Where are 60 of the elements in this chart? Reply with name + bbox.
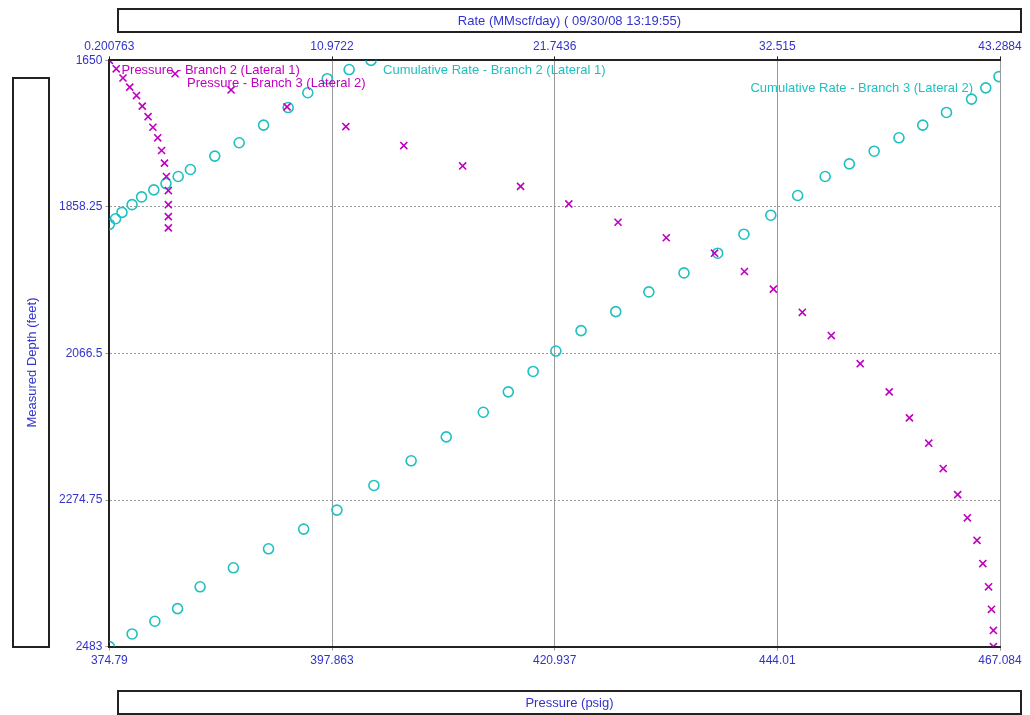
point	[905, 413, 914, 423]
point	[884, 387, 894, 397]
point	[710, 248, 719, 258]
point	[458, 161, 467, 171]
x2-tick-label: 21.7436	[532, 38, 577, 53]
y-tick-label: 1858.25	[58, 199, 103, 214]
point	[164, 212, 173, 221]
point	[160, 158, 169, 168]
point	[516, 182, 525, 191]
x-tick-label: 374.79	[91, 653, 129, 668]
x-axis-title: Pressure (psig)	[117, 690, 1022, 715]
point	[972, 536, 982, 545]
point	[613, 217, 623, 227]
point	[148, 122, 158, 132]
x2-tick-label: 43.2884	[978, 38, 1023, 53]
point	[164, 186, 173, 195]
point	[984, 582, 993, 592]
point	[157, 146, 166, 155]
x2-tick-label: 10.9722	[310, 38, 355, 53]
point	[341, 122, 351, 131]
point	[143, 112, 153, 122]
point	[953, 490, 963, 499]
point	[826, 331, 836, 340]
point	[989, 626, 998, 635]
point	[125, 82, 135, 92]
point	[164, 223, 173, 233]
x2-axis-title: Rate (MMscf/day) ( 09/30/08 13:19:55)	[117, 8, 1022, 33]
x-tick-label: 444.01	[758, 653, 797, 668]
point	[399, 141, 409, 150]
x-tick-label: 420.937	[532, 653, 577, 668]
point	[118, 73, 128, 83]
series-label: Pressure - Branch 2 (Lateral 1)	[121, 61, 300, 77]
y-tick-label: 2066.5	[65, 345, 103, 360]
point	[162, 172, 171, 181]
point	[132, 91, 141, 100]
point	[924, 438, 934, 448]
point	[769, 284, 778, 294]
point	[564, 199, 574, 209]
x-tick-label: 467.084	[978, 653, 1023, 668]
point	[740, 267, 749, 276]
x-tick-label: 397.863	[310, 653, 355, 668]
point	[978, 559, 988, 568]
point	[164, 200, 173, 209]
y-tick-label: 2274.75	[58, 492, 103, 507]
point	[153, 133, 163, 143]
point	[798, 308, 807, 317]
x2-tick-label: 32.515	[758, 38, 796, 53]
x2-tick-label: 0.200763	[84, 38, 135, 53]
y-tick-label: 1650	[75, 52, 103, 67]
point	[137, 101, 147, 111]
point	[987, 604, 996, 614]
series-label: Cumulative Rate - Branch 2 (Lateral 1)	[383, 61, 606, 77]
y-tick-label: 2483	[75, 638, 103, 653]
point	[855, 359, 865, 369]
point	[938, 464, 948, 473]
point	[661, 233, 671, 243]
point	[963, 513, 972, 523]
y-axis-title: Measured Depth (feet)	[23, 297, 39, 428]
point	[111, 64, 121, 74]
series-label: Cumulative Rate - Branch 3 (Lateral 2)	[750, 80, 973, 96]
